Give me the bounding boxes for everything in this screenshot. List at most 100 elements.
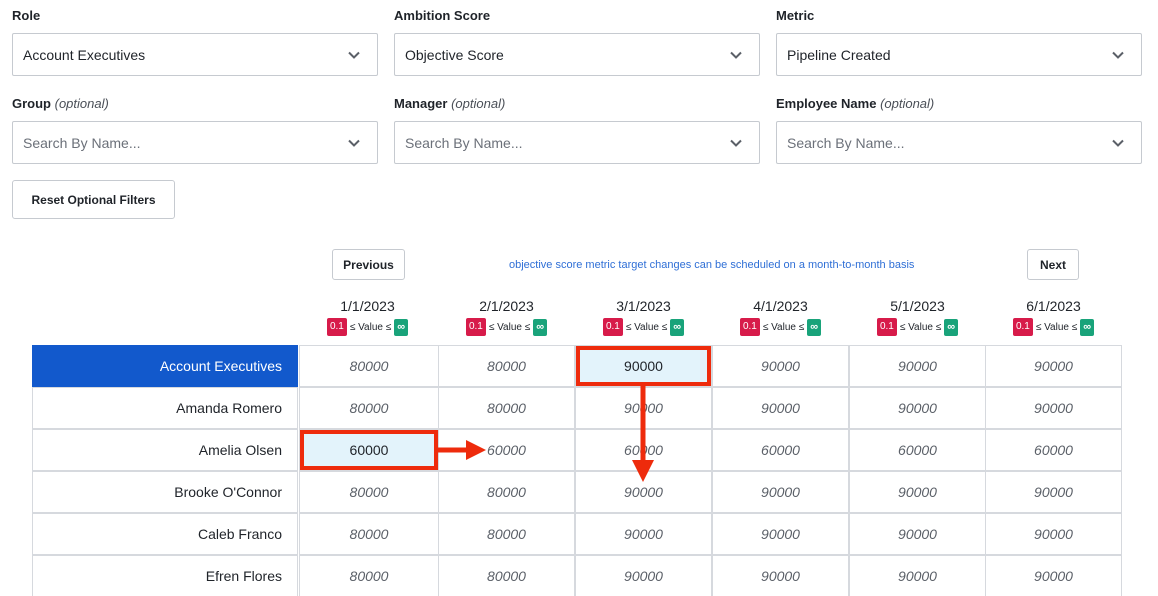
metric-select-value: Pipeline Created xyxy=(787,46,891,63)
date-column-header: 6/1/2023 0.1 ≤ Value ≤ ∞ xyxy=(985,298,1122,336)
target-value-cell[interactable]: 90000 xyxy=(849,387,986,429)
chevron-down-icon xyxy=(730,51,742,59)
target-value-cell[interactable]: 80000 xyxy=(438,555,575,596)
metric-select[interactable]: Pipeline Created xyxy=(776,33,1142,76)
range-text: ≤ Value ≤ xyxy=(762,321,805,333)
ambition-score-label: Ambition Score xyxy=(394,8,491,23)
manager-search-placeholder: Search By Name... xyxy=(405,134,523,151)
range-text: ≤ Value ≤ xyxy=(625,321,668,333)
date-column-header: 5/1/2023 0.1 ≤ Value ≤ ∞ xyxy=(849,298,986,336)
target-value-cell[interactable]: 80000 xyxy=(438,345,575,387)
target-value-cell[interactable]: 90000 xyxy=(712,345,849,387)
target-value-cell[interactable]: 90000 xyxy=(712,471,849,513)
target-value-cell[interactable]: 90000 xyxy=(985,345,1122,387)
target-value-cell[interactable]: 90000 xyxy=(985,471,1122,513)
role-label: Role xyxy=(12,8,41,23)
target-value-cell[interactable]: 90000 xyxy=(849,345,986,387)
target-value-cell[interactable]: 60000 xyxy=(849,429,986,471)
target-value-cell[interactable]: 90000 xyxy=(985,555,1122,596)
range-min-badge: 0.1 xyxy=(465,318,486,336)
employee-search-placeholder: Search By Name... xyxy=(787,134,905,151)
value-range: 0.1 ≤ Value ≤ ∞ xyxy=(438,318,575,336)
range-max-badge: ∞ xyxy=(944,318,959,336)
date-label: 3/1/2023 xyxy=(616,298,671,314)
chevron-down-icon xyxy=(1112,139,1124,147)
reset-optional-filters-button[interactable]: Reset Optional Filters xyxy=(12,180,175,219)
target-value-cell[interactable]: 90000 xyxy=(712,513,849,555)
group-search-placeholder: Search By Name... xyxy=(23,134,141,151)
chevron-down-icon xyxy=(348,139,360,147)
manager-label: Manager (optional) xyxy=(394,96,506,111)
ambition-score-select-value: Objective Score xyxy=(405,46,504,63)
target-value-cell[interactable]: 80000 xyxy=(299,471,439,513)
employee-row-name: Caleb Franco xyxy=(32,513,298,555)
annotation-arrow-down-icon xyxy=(632,386,654,482)
group-label: Group (optional) xyxy=(12,96,109,111)
date-label: 6/1/2023 xyxy=(1026,298,1081,314)
metric-label: Metric xyxy=(776,8,815,23)
range-max-badge: ∞ xyxy=(1080,318,1095,336)
range-min-badge: 0.1 xyxy=(739,318,760,336)
target-value-cell[interactable]: 90000 xyxy=(575,345,712,387)
target-value-cell[interactable]: 80000 xyxy=(299,555,439,596)
target-value-cell[interactable]: 90000 xyxy=(985,387,1122,429)
target-value-cell[interactable]: 80000 xyxy=(438,471,575,513)
target-value-cell[interactable]: 60000 xyxy=(985,429,1122,471)
chevron-down-icon xyxy=(1112,51,1124,59)
target-value-cell[interactable]: 90000 xyxy=(985,513,1122,555)
group-optional-hint: (optional) xyxy=(54,96,109,111)
date-label: 2/1/2023 xyxy=(479,298,534,314)
target-value-cell[interactable]: 90000 xyxy=(849,513,986,555)
target-value-cell[interactable]: 90000 xyxy=(712,555,849,596)
range-max-badge: ∞ xyxy=(670,318,685,336)
range-text: ≤ Value ≤ xyxy=(899,321,942,333)
manager-optional-hint: (optional) xyxy=(451,96,506,111)
value-range: 0.1 ≤ Value ≤ ∞ xyxy=(575,318,712,336)
chevron-down-icon xyxy=(730,139,742,147)
target-value-cell[interactable]: 90000 xyxy=(712,387,849,429)
date-column-header: 2/1/2023 0.1 ≤ Value ≤ ∞ xyxy=(438,298,575,336)
previous-button[interactable]: Previous xyxy=(332,249,405,280)
range-min-badge: 0.1 xyxy=(876,318,897,336)
annotation-box-march xyxy=(576,346,711,386)
range-text: ≤ Value ≤ xyxy=(349,321,392,333)
employee-search-select[interactable]: Search By Name... xyxy=(776,121,1142,164)
group-search-select[interactable]: Search By Name... xyxy=(12,121,378,164)
employee-name-label: Employee Name (optional) xyxy=(776,96,935,111)
range-max-badge: ∞ xyxy=(807,318,822,336)
value-range: 0.1 ≤ Value ≤ ∞ xyxy=(849,318,986,336)
target-value-cell[interactable]: 90000 xyxy=(849,555,986,596)
role-select-value: Account Executives xyxy=(23,46,146,63)
date-label: 5/1/2023 xyxy=(890,298,945,314)
schedule-note: objective score metric target changes ca… xyxy=(509,259,915,271)
target-value-cell[interactable]: 80000 xyxy=(299,387,439,429)
role-select[interactable]: Account Executives xyxy=(12,33,378,76)
annotation-box-amelia-january xyxy=(300,430,438,470)
range-text: ≤ Value ≤ xyxy=(488,321,531,333)
target-value-cell[interactable]: 90000 xyxy=(575,555,712,596)
next-button[interactable]: Next xyxy=(1027,249,1079,280)
date-label: 4/1/2023 xyxy=(753,298,808,314)
chevron-down-icon xyxy=(348,51,360,59)
date-column-header: 3/1/2023 0.1 ≤ Value ≤ ∞ xyxy=(575,298,712,336)
target-value-cell[interactable]: 90000 xyxy=(575,513,712,555)
range-max-badge: ∞ xyxy=(533,318,548,336)
range-text: ≤ Value ≤ xyxy=(1035,321,1078,333)
target-value-cell[interactable]: 90000 xyxy=(849,471,986,513)
target-value-cell[interactable]: 80000 xyxy=(299,345,439,387)
target-value-cell[interactable]: 60000 xyxy=(712,429,849,471)
target-value-cell[interactable]: 80000 xyxy=(438,513,575,555)
role-row-name: Account Executives xyxy=(32,345,298,387)
manager-search-select[interactable]: Search By Name... xyxy=(394,121,760,164)
date-column-header: 1/1/2023 0.1 ≤ Value ≤ ∞ xyxy=(299,298,436,336)
range-min-badge: 0.1 xyxy=(1012,318,1033,336)
target-value-cell[interactable]: 80000 xyxy=(299,513,439,555)
range-min-badge: 0.1 xyxy=(326,318,347,336)
annotation-arrow-right-icon xyxy=(438,440,486,460)
date-column-header: 4/1/2023 0.1 ≤ Value ≤ ∞ xyxy=(712,298,849,336)
value-range: 0.1 ≤ Value ≤ ∞ xyxy=(985,318,1122,336)
target-value-cell[interactable]: 80000 xyxy=(438,387,575,429)
ambition-score-select[interactable]: Objective Score xyxy=(394,33,760,76)
range-max-badge: ∞ xyxy=(394,318,409,336)
employee-optional-hint: (optional) xyxy=(880,96,935,111)
